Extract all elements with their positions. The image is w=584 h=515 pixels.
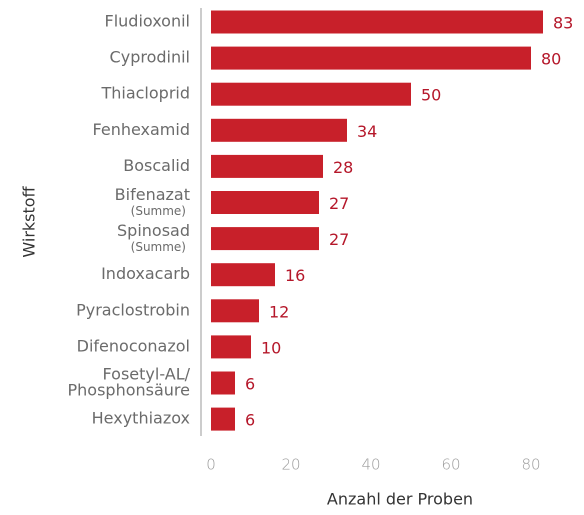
y-tick-label: Hexythiazox [92,409,190,428]
y-tick-note: (Summe) [131,204,186,218]
bar [211,299,259,323]
bar [211,335,251,359]
value-label: 12 [269,302,289,321]
value-label: 6 [245,375,255,394]
bar [211,118,347,142]
y-tick-label: Fosetyl-AL/ [103,365,191,384]
x-tick-label: 80 [521,456,540,474]
value-label: 6 [245,411,255,430]
bar [211,191,319,214]
value-label: 83 [553,14,573,33]
value-label: 28 [333,158,353,177]
y-tick-label: Phosphonsäure [68,381,191,400]
y-tick-note: (Summe) [131,240,186,254]
value-label: 27 [329,194,349,213]
y-tick-label: Difenoconazol [77,336,190,355]
bar [211,371,235,395]
bar [211,154,323,178]
y-tick-label: Cyprodinil [110,48,190,67]
x-tick-label: 20 [281,456,300,474]
bar [211,263,275,287]
value-label: 10 [261,338,281,357]
value-label: 80 [541,50,561,69]
value-label: 16 [285,266,305,285]
y-tick-label: Fenhexamid [93,120,190,139]
value-label: 27 [329,230,349,249]
y-tick-label: Thiacloprid [100,84,190,103]
bar [211,82,411,106]
y-tick-label: Pyraclostrobin [76,300,190,319]
x-tick-label: 40 [361,456,380,474]
x-axis-label: Anzahl der Proben [327,490,473,509]
x-tick-label: 0 [206,456,216,474]
bar [211,407,235,431]
y-axis-label: Wirkstoff [20,185,39,257]
y-tick-label: Spinosad [117,221,190,240]
bar [211,10,543,34]
value-label: 50 [421,86,441,105]
bar [211,227,319,251]
y-tick-label: Indoxacarb [101,264,190,283]
y-tick-label: Bifenazat [115,185,190,204]
y-tick-label: Fludioxonil [105,12,190,31]
value-label: 34 [357,122,377,141]
y-tick-label: Boscalid [123,156,190,175]
x-tick-label: 60 [441,456,460,474]
bar [211,46,531,70]
